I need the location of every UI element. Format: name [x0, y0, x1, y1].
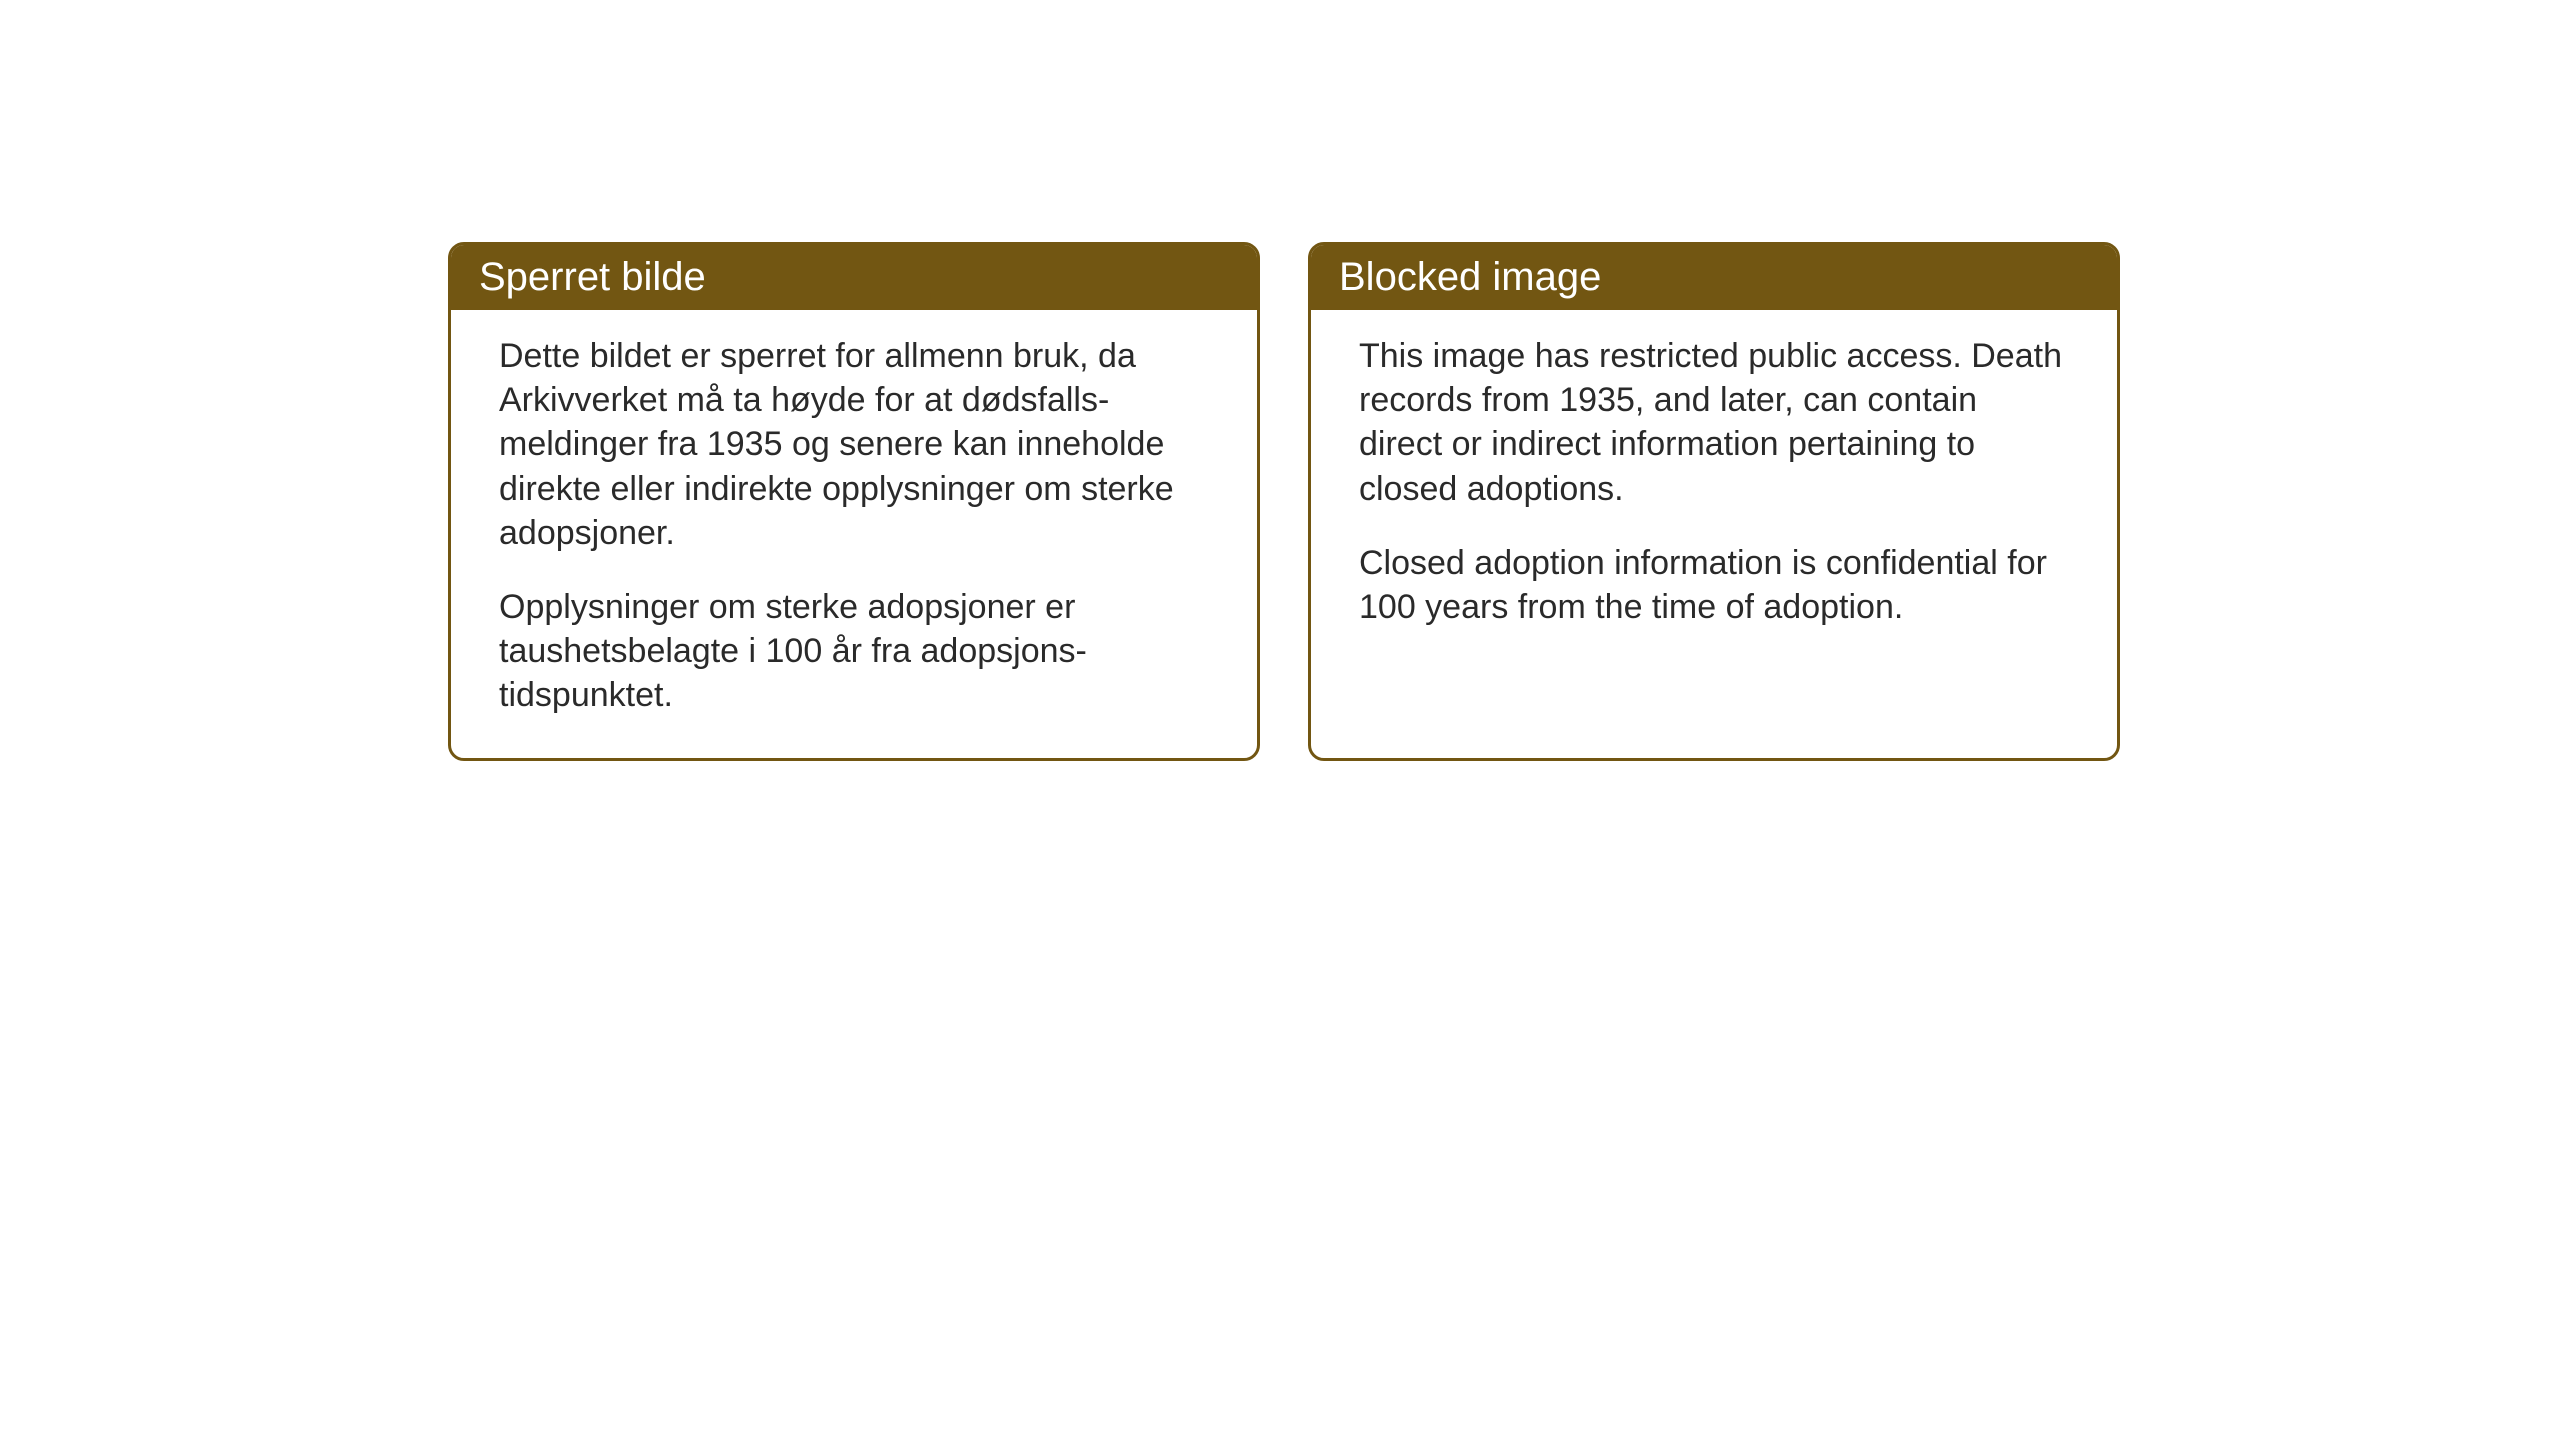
- notice-container: Sperret bilde Dette bildet er sperret fo…: [448, 242, 2120, 761]
- notice-card-norwegian: Sperret bilde Dette bildet er sperret fo…: [448, 242, 1260, 761]
- paragraph-english-1: This image has restricted public access.…: [1359, 334, 2069, 511]
- card-title-norwegian: Sperret bilde: [479, 255, 706, 299]
- card-body-norwegian: Dette bildet er sperret for allmenn bruk…: [451, 310, 1257, 758]
- card-title-english: Blocked image: [1339, 255, 1601, 299]
- card-header-english: Blocked image: [1311, 245, 2117, 310]
- paragraph-english-2: Closed adoption information is confident…: [1359, 541, 2069, 629]
- card-body-english: This image has restricted public access.…: [1311, 310, 2117, 669]
- paragraph-norwegian-2: Opplysninger om sterke adopsjoner er tau…: [499, 585, 1209, 718]
- paragraph-norwegian-1: Dette bildet er sperret for allmenn bruk…: [499, 334, 1209, 555]
- card-header-norwegian: Sperret bilde: [451, 245, 1257, 310]
- notice-card-english: Blocked image This image has restricted …: [1308, 242, 2120, 761]
